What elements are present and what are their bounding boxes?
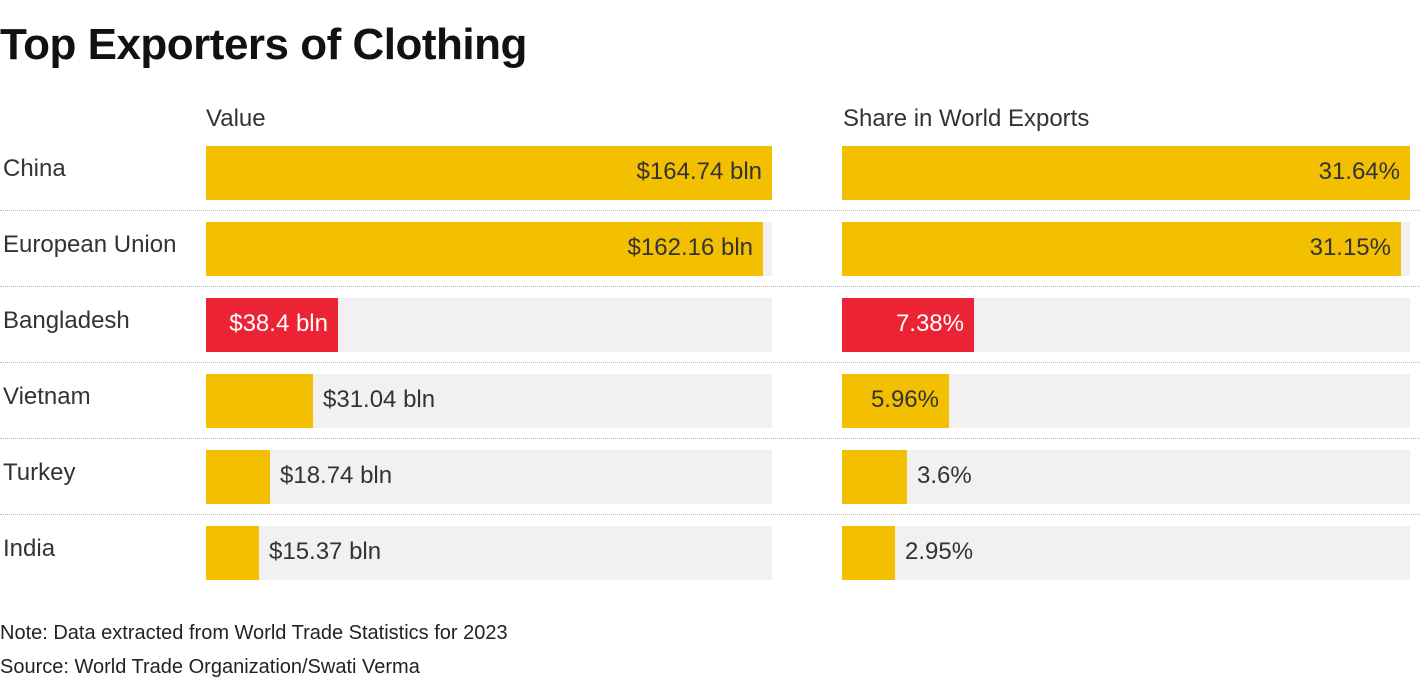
value-bar-track: $15.37 bln: [206, 526, 772, 580]
source-text: Source: World Trade Organization/Swati V…: [0, 656, 420, 678]
value-bar: [206, 298, 338, 352]
share-bar-track: 7.38%: [842, 298, 1410, 352]
bar-rows: China $164.74 bln 31.64% European Union $162…: [0, 135, 1420, 591]
share-bar: [842, 450, 907, 504]
category-label: Bangladesh: [3, 307, 130, 334]
value-bar: [206, 526, 259, 580]
bar-row: European Union $162.16 bln 31.15%: [0, 211, 1420, 287]
share-bar-track: 31.15%: [842, 222, 1410, 276]
share-bar-track: 3.6%: [842, 450, 1410, 504]
value-bar-track: $31.04 bln: [206, 374, 772, 428]
share-bar-track: 5.96%: [842, 374, 1410, 428]
value-data-label: $164.74 bln: [636, 158, 762, 185]
share-data-label: 2.95%: [905, 538, 974, 565]
value-bar: [206, 146, 772, 200]
share-bar: [842, 526, 895, 580]
bar-row: Turkey $18.74 bln 3.6%: [0, 439, 1420, 515]
bar-row: Vietnam $31.04 bln 5.96%: [0, 363, 1420, 439]
category-label: Vietnam: [3, 383, 91, 410]
category-label: China: [3, 155, 66, 182]
share-bar: [842, 222, 1401, 276]
value-bar-track: $162.16 bln: [206, 222, 772, 276]
value-column-header: Value: [206, 105, 266, 132]
bar-row: China $164.74 bln 31.64%: [0, 135, 1420, 211]
share-bar: [842, 298, 974, 352]
value-bar-track: $18.74 bln: [206, 450, 772, 504]
value-bar-track: $38.4 bln: [206, 298, 772, 352]
value-data-label: $15.37 bln: [269, 538, 382, 565]
share-data-label: 7.38%: [895, 310, 964, 337]
share-data-label: 3.6%: [917, 462, 972, 489]
share-data-label: 31.15%: [1309, 234, 1391, 261]
bar-row: India $15.37 bln 2.95%: [0, 515, 1420, 591]
value-bar: [206, 374, 313, 428]
share-data-label: 31.64%: [1318, 158, 1400, 185]
value-data-label: $18.74 bln: [280, 462, 393, 489]
category-label: Turkey: [3, 459, 76, 486]
bar-row: Bangladesh $38.4 bln 7.38%: [0, 287, 1420, 363]
value-bar: [206, 450, 270, 504]
share-bar-track: 31.64%: [842, 146, 1410, 200]
category-label: European Union: [3, 231, 177, 258]
share-data-label: 5.96%: [870, 386, 939, 413]
category-label: India: [3, 535, 56, 562]
note-text: Note: Data extracted from World Trade St…: [0, 622, 508, 644]
value-data-label: $162.16 bln: [627, 234, 753, 261]
share-bar-track: 2.95%: [842, 526, 1410, 580]
chart-title: Top Exporters of Clothing: [0, 20, 527, 69]
value-data-label: $38.4 bln: [229, 310, 328, 337]
value-bar: [206, 222, 763, 276]
value-bar-track: $164.74 bln: [206, 146, 772, 200]
share-bar: [842, 146, 1410, 200]
share-column-header: Share in World Exports: [843, 105, 1090, 132]
value-data-label: $31.04 bln: [323, 386, 436, 413]
share-bar: [842, 374, 949, 428]
